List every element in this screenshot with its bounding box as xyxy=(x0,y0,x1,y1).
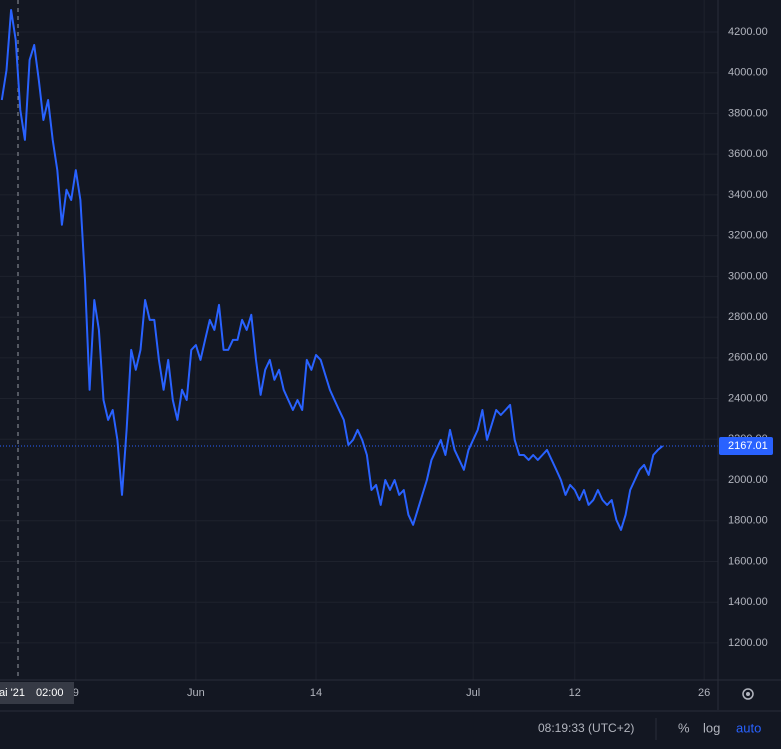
x-tick-label: 12 xyxy=(569,687,581,699)
status-bar xyxy=(0,711,781,749)
settings-icon[interactable] xyxy=(742,688,754,700)
last-price-box xyxy=(719,436,773,455)
x-tick-label: 26 xyxy=(698,687,710,699)
percent-button[interactable]: % xyxy=(678,720,690,735)
y-tick-label: 3400.00 xyxy=(728,189,768,201)
y-tick-label: 2000.00 xyxy=(728,474,768,486)
y-tick-label: 3800.00 xyxy=(728,107,768,119)
last-price-label: 2167.01 xyxy=(728,440,768,452)
x-tick-label: Jun xyxy=(187,687,205,699)
y-tick-label: 1200.00 xyxy=(728,637,768,649)
y-tick-label: 1400.00 xyxy=(728,596,768,608)
y-tick-label: 3000.00 xyxy=(728,270,768,282)
y-tick-label: 2400.00 xyxy=(728,392,768,404)
grid xyxy=(0,0,718,680)
crosshair-date: ai '21 xyxy=(0,687,25,699)
x-tick-label: Jul xyxy=(466,687,480,699)
y-tick-label: 3600.00 xyxy=(728,148,768,160)
price-line xyxy=(0,9,664,531)
y-tick-label: 3200.00 xyxy=(728,230,768,242)
axes: 1200.001400.001600.001800.002000.002200.… xyxy=(73,26,773,699)
x-tick-label: 14 xyxy=(310,687,322,699)
plot xyxy=(0,9,718,531)
y-tick-label: 4200.00 xyxy=(728,26,768,38)
y-tick-label: 4000.00 xyxy=(728,67,768,79)
crosshair-time: 02:00 xyxy=(36,687,64,699)
y-tick-label: 1800.00 xyxy=(728,515,768,527)
clock: 08:19:33 (UTC+2) xyxy=(538,721,634,735)
y-tick-label: 2800.00 xyxy=(728,311,768,323)
crosshair-label-box xyxy=(0,682,74,704)
y-tick-label: 1600.00 xyxy=(728,555,768,567)
y-tick-label: 2600.00 xyxy=(728,352,768,364)
x-tick-label: 9 xyxy=(73,687,79,699)
log-button[interactable]: log xyxy=(703,720,720,735)
auto-button[interactable]: auto xyxy=(736,720,761,735)
